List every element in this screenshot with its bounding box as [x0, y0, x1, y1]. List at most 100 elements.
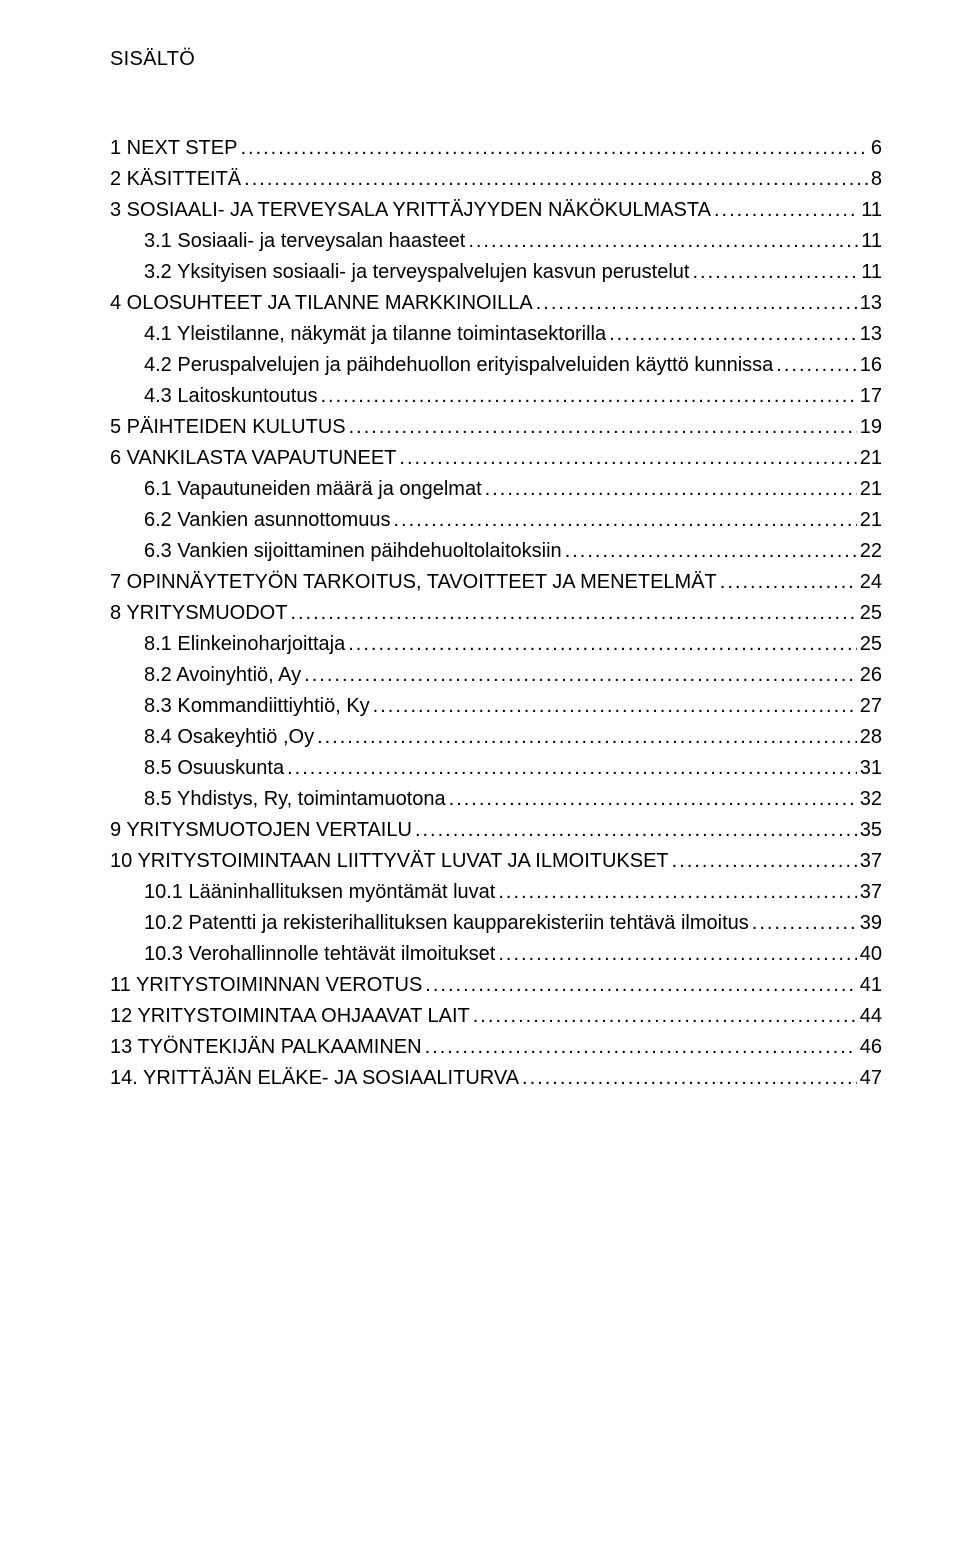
toc-entry-page: 13 [860, 319, 882, 350]
toc-entry-label: 2 KÄSITTEITÄ [110, 164, 241, 195]
toc-leader-dots [415, 815, 857, 846]
toc-entry: 8.2 Avoinyhtiö, Ay26 [110, 660, 882, 691]
toc-entry-label: 3 SOSIAALI- JA TERVEYSALA YRITTÄJYYDEN N… [110, 195, 711, 226]
toc-entry-page: 11 [861, 195, 882, 226]
toc-entry-label: 6 VANKILASTA VAPAUTUNEET [110, 443, 396, 474]
toc-entry: 5 PÄIHTEIDEN KULUTUS 19 [110, 412, 882, 443]
toc-entry: 12 YRITYSTOIMINTAA OHJAAVAT LAIT 44 [110, 1001, 882, 1032]
toc-entry: 8.5 Yhdistys, Ry, toimintamuotona32 [110, 784, 882, 815]
toc-leader-dots [317, 722, 857, 753]
toc-entry: 4 OLOSUHTEET JA TILANNE MARKKINOILLA 13 [110, 288, 882, 319]
toc-entry-label: 7 OPINNÄYTETYÖN TARKOITUS, TAVOITTEET JA… [110, 567, 717, 598]
toc-entry-page: 47 [860, 1063, 882, 1094]
toc-entry-label: 13 TYÖNTEKIJÄN PALKAAMINEN [110, 1032, 422, 1063]
toc-entry-page: 25 [860, 598, 882, 629]
toc-entry-label: 12 YRITYSTOIMINTAA OHJAAVAT LAIT [110, 1001, 470, 1032]
toc-entry-page: 31 [860, 753, 882, 784]
toc-entry-page: 21 [860, 505, 882, 536]
toc-entry-label: 8.5 Yhdistys, Ry, toimintamuotona [144, 784, 446, 815]
toc-entry-label: 4.2 Peruspalvelujen ja päihdehuollon eri… [144, 350, 773, 381]
page: SISÄLTÖ 1 NEXT STEP 6 2 KÄSITTEITÄ 8 3 SOSIA… [0, 0, 960, 1154]
toc-entry: 4.1 Yleistilanne, näkymät ja tilanne toi… [110, 319, 882, 350]
toc-entry-label: 1 NEXT STEP [110, 133, 237, 164]
toc-leader-dots [449, 784, 857, 815]
toc-entry-label: 6.3 Vankien sijoittaminen päihdehuoltola… [144, 536, 562, 567]
toc-entry: 10.1 Lääninhallituksen myöntämät luvat 37 [110, 877, 882, 908]
toc-entry: 11 YRITYSTOIMINNAN VEROTUS 41 [110, 970, 882, 1001]
toc-entry: 2 KÄSITTEITÄ 8 [110, 164, 882, 195]
toc-entry-label: 6.2 Vankien asunnottomuus [144, 505, 390, 536]
toc-entry-label: 8.2 Avoinyhtiö, Ay [144, 660, 301, 691]
toc-entry-page: 17 [860, 381, 882, 412]
toc-leader-dots [473, 1001, 857, 1032]
toc-entry: 3 SOSIAALI- JA TERVEYSALA YRITTÄJYYDEN N… [110, 195, 882, 226]
toc-entry-page: 27 [860, 691, 882, 722]
toc-leader-dots [393, 505, 856, 536]
toc-entry: 6 VANKILASTA VAPAUTUNEET 21 [110, 443, 882, 474]
toc-leader-dots [720, 567, 857, 598]
doc-title: SISÄLTÖ [110, 48, 882, 71]
toc-entry-label: 10.1 Lääninhallituksen myöntämät luvat [144, 877, 495, 908]
toc-entry: 7 OPINNÄYTETYÖN TARKOITUS, TAVOITTEET JA… [110, 567, 882, 598]
toc-entry-label: 3.2 Yksityisen sosiaali- ja terveyspalve… [144, 257, 689, 288]
toc-entry-label: 11 YRITYSTOIMINNAN VEROTUS [110, 970, 422, 1001]
toc-leader-dots [290, 598, 856, 629]
toc-leader-dots [692, 257, 858, 288]
toc-leader-dots [498, 939, 856, 970]
toc-entry-label: 10.3 Verohallinnolle tehtävät ilmoitukse… [144, 939, 495, 970]
toc-leader-dots [522, 1063, 857, 1094]
toc-leader-dots [485, 474, 857, 505]
toc-entry-page: 19 [860, 412, 882, 443]
toc-entry-page: 16 [860, 350, 882, 381]
table-of-contents: 1 NEXT STEP 6 2 KÄSITTEITÄ 8 3 SOSIAALI- JA … [110, 133, 882, 1094]
toc-entry-page: 41 [860, 970, 882, 1001]
toc-leader-dots [776, 350, 856, 381]
toc-entry-label: 14. YRITTÄJÄN ELÄKE- JA SOSIAALITURVA [110, 1063, 519, 1094]
toc-entry-page: 13 [860, 288, 882, 319]
toc-entry-label: 5 PÄIHTEIDEN KULUTUS [110, 412, 346, 443]
toc-entry-page: 11 [861, 226, 882, 257]
toc-entry-label: 8.1 Elinkeinoharjoittaja [144, 629, 345, 660]
toc-entry: 4.2 Peruspalvelujen ja päihdehuollon eri… [110, 350, 882, 381]
toc-entry-page: 46 [860, 1032, 882, 1063]
toc-entry-label: 9 YRITYSMUOTOJEN VERTAILU [110, 815, 412, 846]
toc-leader-dots [714, 195, 858, 226]
toc-entry: 10.2 Patentti ja rekisterihallituksen ka… [110, 908, 882, 939]
toc-entry: 8.4 Osakeyhtiö ,Oy 28 [110, 722, 882, 753]
toc-entry: 13 TYÖNTEKIJÄN PALKAAMINEN 46 [110, 1032, 882, 1063]
toc-entry-page: 40 [860, 939, 882, 970]
toc-entry-page: 44 [860, 1001, 882, 1032]
toc-entry-page: 37 [860, 846, 882, 877]
toc-leader-dots [752, 908, 857, 939]
toc-leader-dots [304, 660, 857, 691]
toc-entry-label: 4 OLOSUHTEET JA TILANNE MARKKINOILLA [110, 288, 533, 319]
toc-entry-page: 21 [860, 474, 882, 505]
toc-leader-dots [349, 412, 857, 443]
toc-leader-dots [399, 443, 856, 474]
toc-entry-page: 37 [860, 877, 882, 908]
toc-entry-page: 21 [860, 443, 882, 474]
toc-entry: 10 YRITYSTOIMINTAAN LIITTYVÄT LUVAT JA I… [110, 846, 882, 877]
toc-entry-page: 24 [860, 567, 882, 598]
toc-leader-dots [320, 381, 856, 412]
toc-entry-label: 4.1 Yleistilanne, näkymät ja tilanne toi… [144, 319, 606, 350]
toc-entry-label: 8.5 Osuuskunta [144, 753, 284, 784]
toc-entry-page: 11 [861, 257, 882, 288]
toc-leader-dots [373, 691, 857, 722]
toc-entry: 8.5 Osuuskunta 31 [110, 753, 882, 784]
toc-leader-dots [244, 164, 868, 195]
toc-entry-page: 22 [860, 536, 882, 567]
toc-entry-page: 35 [860, 815, 882, 846]
toc-leader-dots [287, 753, 857, 784]
toc-leader-dots [565, 536, 857, 567]
toc-entry-page: 6 [871, 133, 882, 164]
toc-leader-dots [609, 319, 857, 350]
toc-entry-page: 28 [860, 722, 882, 753]
toc-entry-label: 3.1 Sosiaali- ja terveysalan haasteet [144, 226, 465, 257]
toc-entry: 10.3 Verohallinnolle tehtävät ilmoitukse… [110, 939, 882, 970]
toc-leader-dots [536, 288, 857, 319]
toc-entry-page: 8 [871, 164, 882, 195]
toc-entry-label: 8.4 Osakeyhtiö ,Oy [144, 722, 314, 753]
toc-leader-dots [498, 877, 856, 908]
toc-entry: 14. YRITTÄJÄN ELÄKE- JA SOSIAALITURVA 47 [110, 1063, 882, 1094]
